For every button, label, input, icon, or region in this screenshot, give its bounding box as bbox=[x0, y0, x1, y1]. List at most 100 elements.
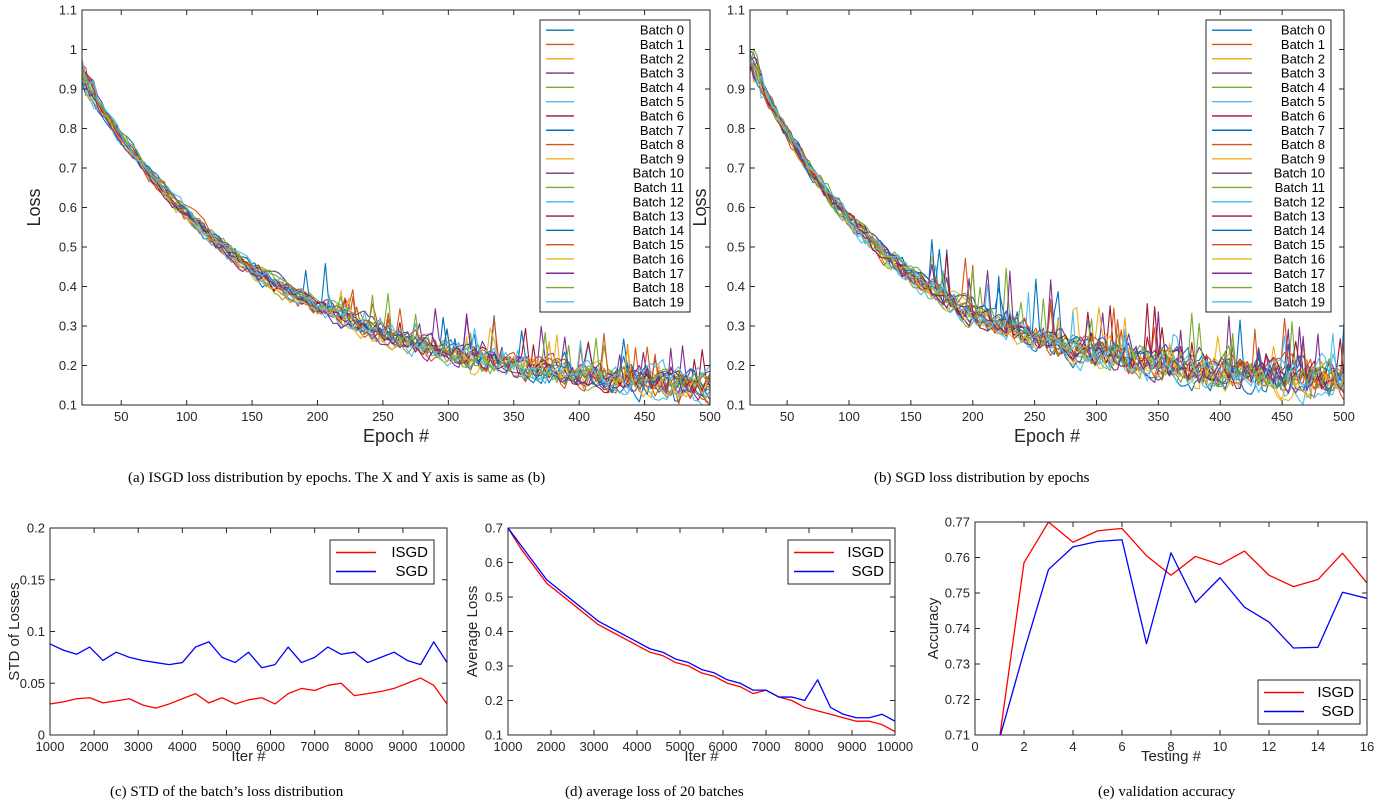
x-tick-label: 3000 bbox=[124, 739, 153, 754]
legend-label: SGD bbox=[395, 563, 428, 580]
y-tick-label: 0.75 bbox=[945, 586, 970, 601]
legend-label: Batch 4 bbox=[1281, 80, 1325, 95]
y-tick-label: 0.7 bbox=[59, 161, 77, 176]
x-tick-label: 12 bbox=[1262, 739, 1276, 754]
y-tick-label: 0.1 bbox=[59, 398, 77, 413]
caption: (a) ISGD loss distribution by epochs. Th… bbox=[128, 470, 545, 486]
legend-label: Batch 3 bbox=[640, 66, 684, 81]
legend-label: Batch 6 bbox=[1281, 108, 1325, 123]
x-tick-label: 400 bbox=[568, 409, 590, 424]
legend-label: Batch 14 bbox=[633, 223, 684, 238]
y-tick-label: 0.6 bbox=[485, 555, 503, 570]
series-line-batch-16 bbox=[82, 70, 710, 398]
x-tick-label: 10000 bbox=[429, 739, 465, 754]
series-line-batch-19 bbox=[82, 59, 710, 388]
legend-label: ISGD bbox=[1317, 684, 1354, 701]
x-axis-label: Iter # bbox=[231, 748, 266, 765]
x-tick-label: 9000 bbox=[388, 739, 417, 754]
legend-label: Batch 13 bbox=[1274, 209, 1325, 224]
series-group bbox=[82, 59, 710, 405]
y-tick-label: 1.1 bbox=[727, 3, 745, 18]
legend-label: Batch 12 bbox=[1274, 194, 1325, 209]
x-tick-label: 7000 bbox=[752, 739, 781, 754]
legend-label: Batch 0 bbox=[1281, 23, 1325, 38]
legend-label: Batch 1 bbox=[640, 37, 684, 52]
x-tick-label: 2 bbox=[1020, 739, 1027, 754]
y-tick-label: 0.9 bbox=[59, 82, 77, 97]
series-line-isgd bbox=[508, 528, 895, 733]
x-tick-label: 50 bbox=[114, 409, 128, 424]
caption: (d) average loss of 20 batches bbox=[565, 784, 744, 800]
x-axis-label: Iter # bbox=[684, 748, 719, 765]
legend-label: Batch 9 bbox=[640, 151, 684, 166]
y-tick-label: 0.3 bbox=[59, 319, 77, 334]
x-tick-label: 250 bbox=[1024, 409, 1046, 424]
y-tick-label: 0.05 bbox=[20, 676, 45, 691]
legend-label: Batch 7 bbox=[1281, 123, 1325, 138]
legend-label: Batch 0 bbox=[640, 23, 684, 38]
legend-label: Batch 10 bbox=[1274, 166, 1325, 181]
y-tick-label: 0.6 bbox=[59, 200, 77, 215]
x-tick-label: 500 bbox=[1333, 409, 1355, 424]
series-line-batch-15 bbox=[82, 60, 710, 390]
series-line-sgd bbox=[50, 641, 447, 669]
caption: (b) SGD loss distribution by epochs bbox=[874, 470, 1090, 486]
y-tick-label: 0.3 bbox=[727, 319, 745, 334]
series-line-batch-19 bbox=[750, 57, 1344, 387]
y-tick-label: 0.3 bbox=[485, 659, 503, 674]
series-line-isgd bbox=[999, 522, 1367, 735]
legend-label: Batch 16 bbox=[633, 251, 684, 266]
series-group bbox=[999, 522, 1367, 735]
y-axis-label: Accuracy bbox=[925, 597, 942, 659]
y-tick-label: 0.5 bbox=[485, 590, 503, 605]
series-line-batch-17 bbox=[82, 82, 710, 394]
series-group bbox=[508, 528, 895, 733]
legend-label: Batch 2 bbox=[640, 51, 684, 66]
legend-box bbox=[539, 19, 691, 313]
x-tick-label: 450 bbox=[1271, 409, 1293, 424]
y-tick-label: 1 bbox=[70, 42, 77, 57]
x-tick-label: 350 bbox=[503, 409, 525, 424]
legend-label: Batch 6 bbox=[640, 108, 684, 123]
x-tick-label: 4000 bbox=[168, 739, 197, 754]
legend-label: Batch 15 bbox=[1274, 237, 1325, 252]
x-tick-label: 300 bbox=[1086, 409, 1108, 424]
y-tick-label: 0.73 bbox=[945, 657, 970, 672]
y-tick-label: 0.2 bbox=[485, 693, 503, 708]
y-tick-label: 0.77 bbox=[945, 515, 970, 530]
x-tick-label: 8000 bbox=[344, 739, 373, 754]
caption: (e) validation accuracy bbox=[1098, 784, 1236, 800]
legend-label: Batch 19 bbox=[633, 294, 684, 309]
legend-label: Batch 5 bbox=[640, 94, 684, 109]
legend-label: Batch 14 bbox=[1274, 223, 1325, 238]
series-line-sgd bbox=[508, 528, 895, 722]
y-tick-label: 0.1 bbox=[727, 398, 745, 413]
legend-label: Batch 11 bbox=[1275, 180, 1325, 195]
x-tick-label: 8 bbox=[1167, 739, 1174, 754]
x-tick-label: 16 bbox=[1360, 739, 1374, 754]
y-tick-label: 1.1 bbox=[59, 3, 77, 18]
x-tick-label: 400 bbox=[1209, 409, 1231, 424]
chart-e: 0 2 4 6 8 10 12 14 16 0.71 0.72 0.73 0.74 0.75 0.76 0.7… bbox=[925, 515, 1374, 801]
series-line-batch-18 bbox=[82, 71, 710, 388]
legend-label: ISGD bbox=[847, 544, 884, 561]
y-axis-label: Loss bbox=[24, 188, 44, 226]
legend-label: Batch 1 bbox=[1281, 37, 1325, 52]
legend-label: SGD bbox=[851, 563, 884, 580]
legend-box bbox=[1257, 679, 1361, 725]
x-tick-label: 100 bbox=[838, 409, 860, 424]
x-tick-label: 300 bbox=[437, 409, 459, 424]
chart-a: 50 100 150 200 250 300 350 400 450 500 0.1 0.2 0.3 0.… bbox=[24, 3, 721, 487]
legend: ISGD SGD bbox=[787, 539, 891, 585]
chart-d: 1000 2000 3000 4000 5000 6000 7000 8000 9000 1000… bbox=[464, 521, 913, 801]
y-axis-label: STD of Losses bbox=[6, 582, 23, 680]
series-line-batch-17 bbox=[750, 63, 1344, 395]
x-tick-label: 7000 bbox=[300, 739, 329, 754]
x-tick-label: 250 bbox=[372, 409, 394, 424]
y-tick-label: 0.2 bbox=[59, 358, 77, 373]
y-tick-label: 0.1 bbox=[27, 624, 45, 639]
x-axis-label: Epoch # bbox=[363, 426, 429, 446]
x-tick-label: 2000 bbox=[80, 739, 109, 754]
y-tick-label: 0.4 bbox=[59, 279, 77, 294]
legend-box bbox=[787, 539, 891, 585]
